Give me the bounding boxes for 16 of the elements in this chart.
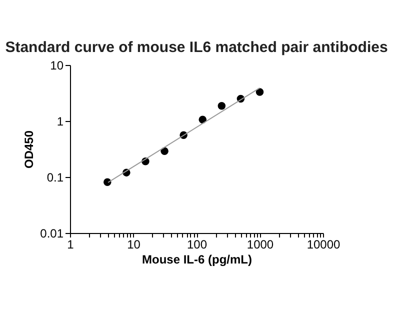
y-tick-label: 1 [56, 114, 64, 128]
y-tick-label: 0.1 [46, 170, 64, 184]
y-tick-label: 10 [50, 58, 64, 72]
y-tick-label: 0.01 [40, 226, 64, 240]
x-tick-label: 10 [127, 238, 141, 252]
point [104, 178, 112, 186]
y-axis-title: OD450 [22, 130, 36, 169]
x-axis-title: Mouse IL-6 (pg/mL) [142, 252, 252, 266]
point [256, 88, 264, 96]
point [218, 102, 226, 110]
x-tick-label: 1000 [246, 238, 274, 252]
x-tick-label: 100 [186, 238, 208, 252]
point [160, 147, 168, 155]
x-tick-label: 1 [67, 238, 74, 252]
chart-title: Standard curve of mouse IL6 matched pair antibodies [5, 39, 388, 56]
x-tick-label: 10000 [306, 238, 341, 252]
